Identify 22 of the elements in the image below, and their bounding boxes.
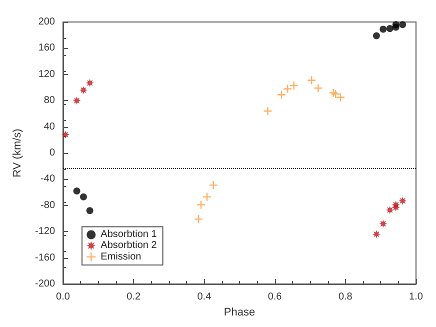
x-tick-label: 0.8 xyxy=(338,292,353,302)
legend-label: Absorbtion 2 xyxy=(100,240,158,252)
y-tick-label: 200 xyxy=(38,16,56,28)
y-tick-label: -40 xyxy=(40,174,56,185)
y-axis-title: RV (km/s) xyxy=(12,128,24,178)
x-tick-label: 0.4 xyxy=(197,292,212,302)
y-tick-label: 0 xyxy=(49,148,56,158)
x-tick-label: 0.6 xyxy=(268,292,282,302)
x-tick-label: 0.2 xyxy=(126,292,141,302)
y-tick-label: 40 xyxy=(44,121,56,132)
x-axis-title: Phase xyxy=(224,306,256,318)
x-tick-label: 0.0 xyxy=(56,292,70,302)
y-tick-label: 120 xyxy=(38,68,56,80)
legend-label: Absorbtion 1 xyxy=(100,229,158,240)
y-tick-label: -200 xyxy=(34,278,56,290)
y-tick-label: 80 xyxy=(44,95,56,106)
legend-label: Emission xyxy=(100,251,142,262)
x-tick-label: 1.0 xyxy=(409,292,424,302)
y-tick-label: -160 xyxy=(34,252,56,264)
y-tick-label: -120 xyxy=(34,226,56,238)
y-tick-label: -80 xyxy=(40,200,56,211)
y-tick-label: 160 xyxy=(38,42,56,54)
